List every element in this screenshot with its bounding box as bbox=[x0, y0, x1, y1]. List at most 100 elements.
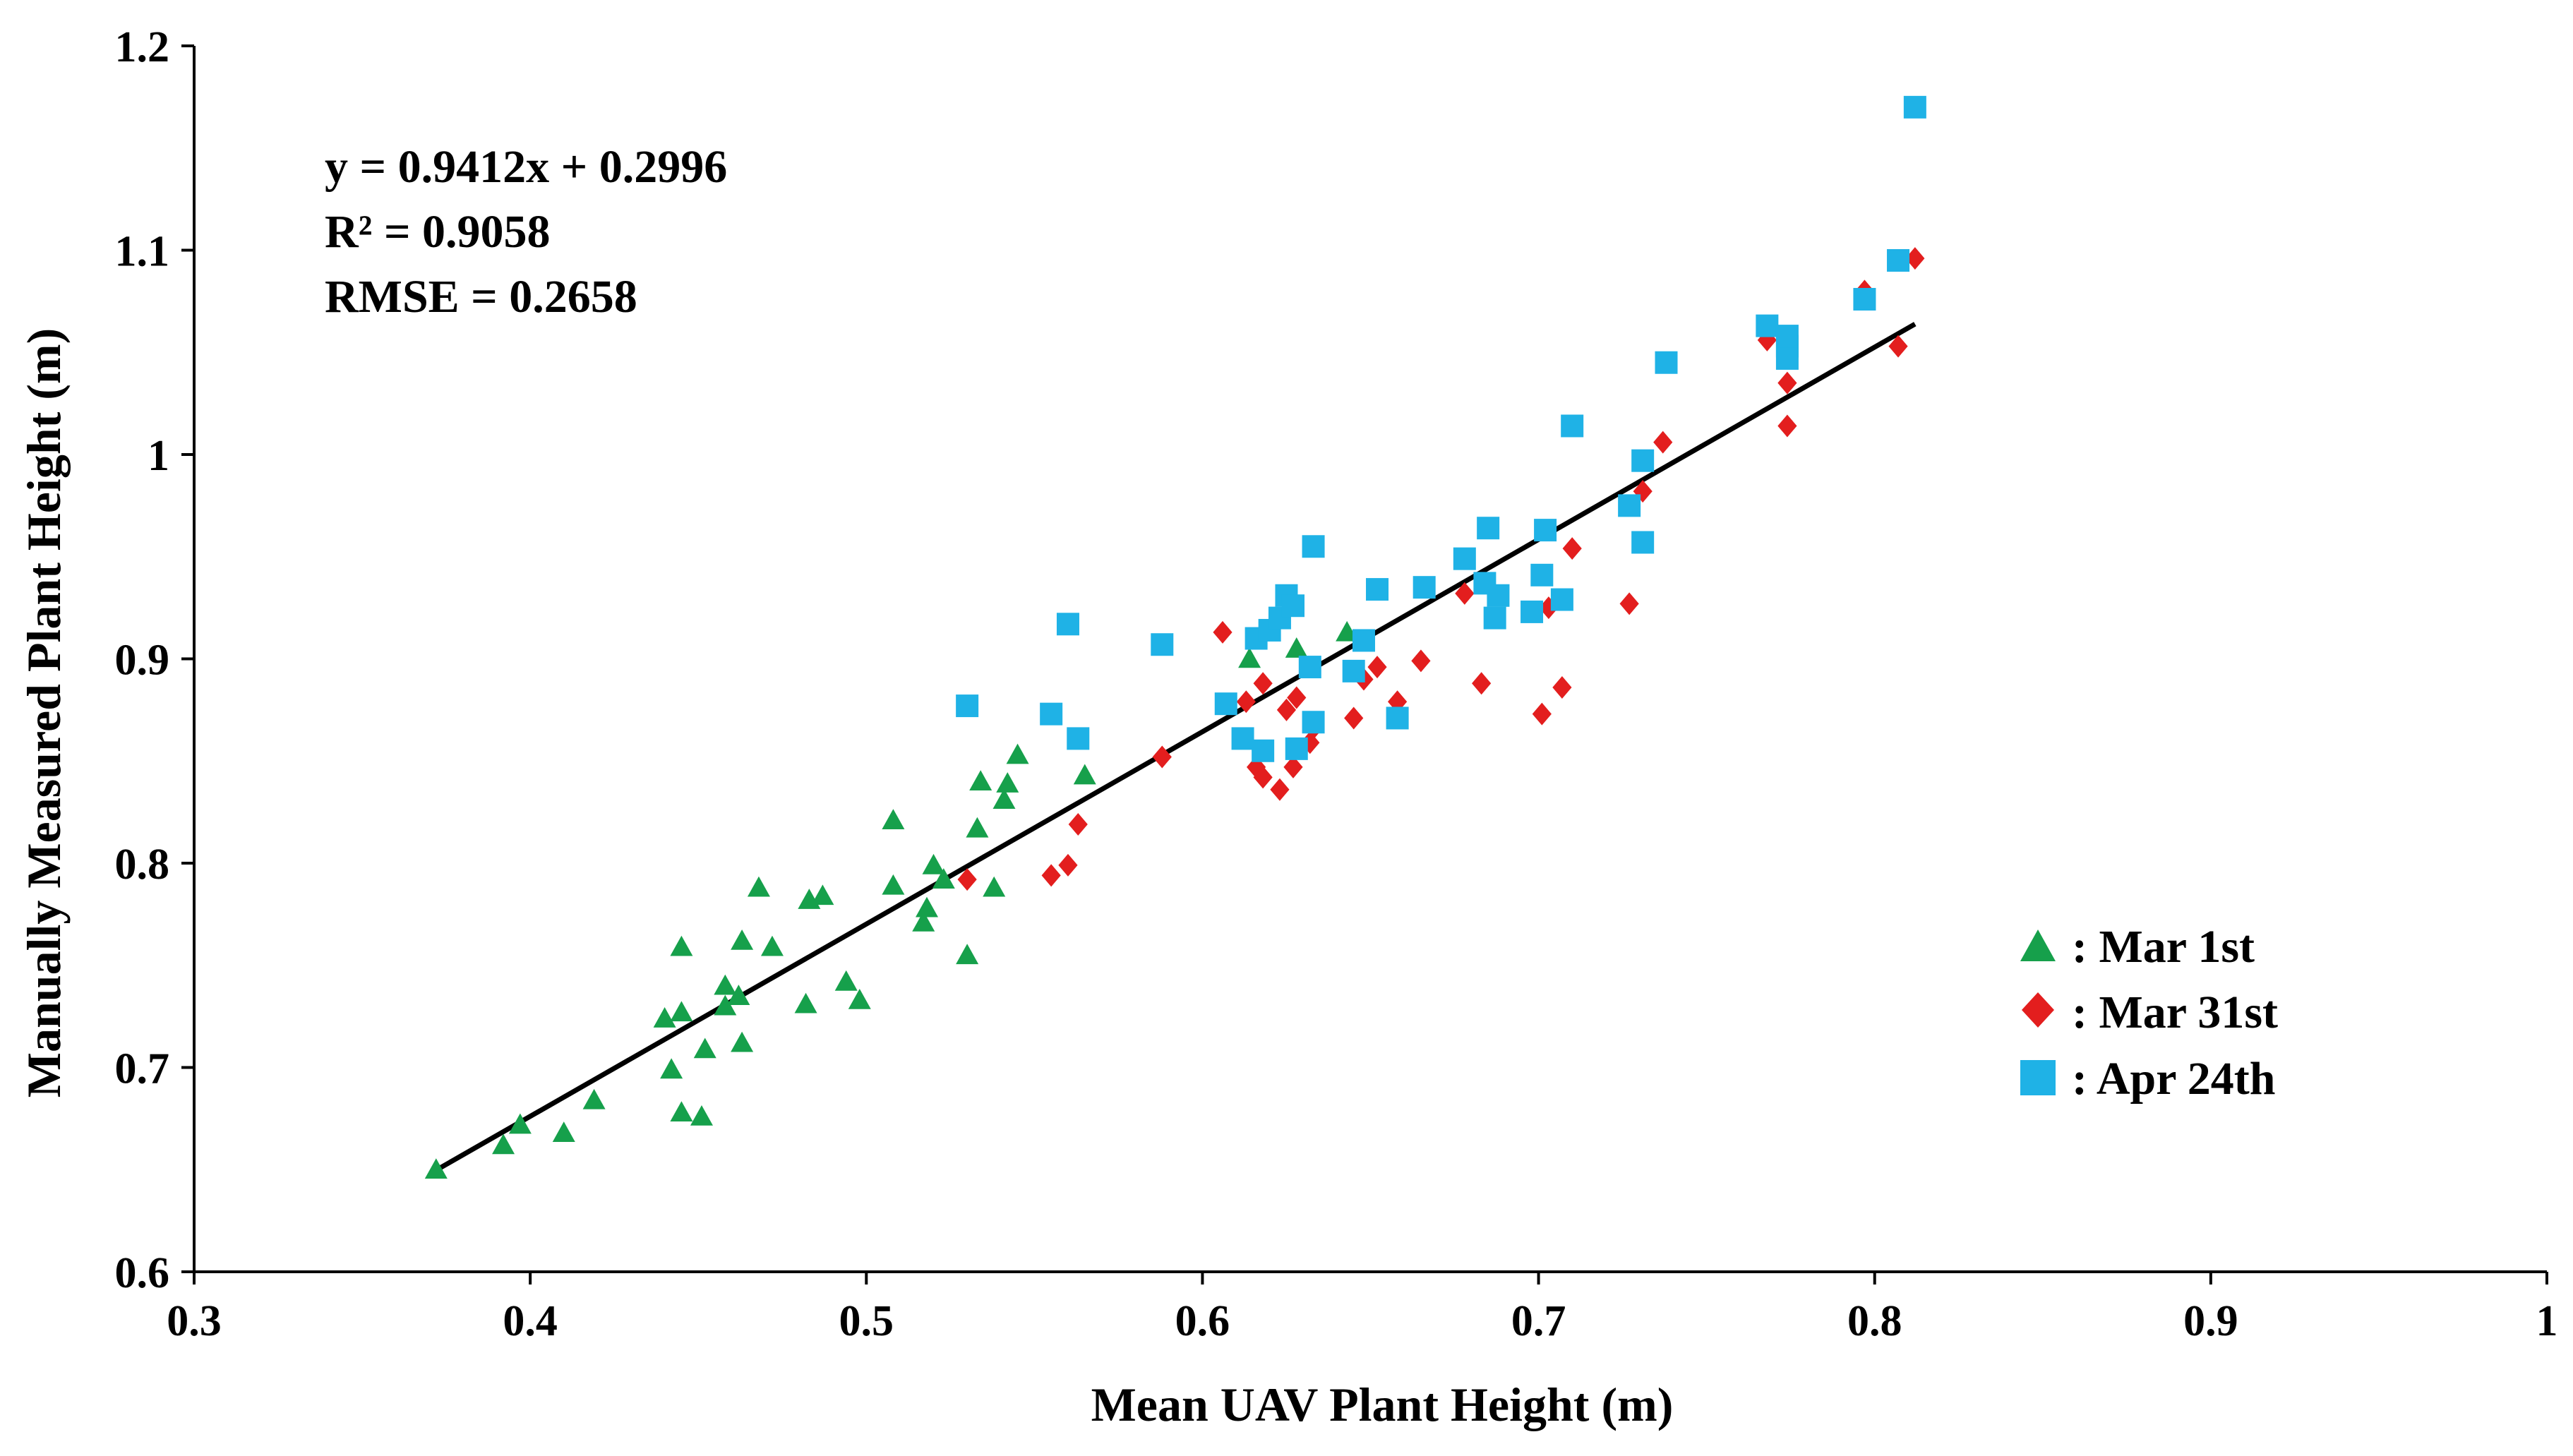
trendline bbox=[435, 322, 1917, 1173]
data-point-square bbox=[1302, 535, 1325, 558]
data-point-triangle bbox=[1238, 647, 1261, 668]
data-point-square bbox=[1521, 600, 1544, 623]
data-point-diamond bbox=[1619, 592, 1639, 615]
data-point-diamond bbox=[1905, 247, 1925, 270]
data-point-triangle bbox=[983, 876, 1006, 897]
data-point-triangle bbox=[848, 988, 871, 1009]
y-tick-label: 1.2 bbox=[115, 23, 170, 71]
data-point-square bbox=[1487, 584, 1510, 607]
data-point-diamond bbox=[957, 868, 977, 891]
rmse-label: RMSE = 0.2658 bbox=[325, 271, 637, 323]
data-point-diamond bbox=[1253, 766, 1273, 789]
legend-label-mar-1st: : Mar 1st bbox=[2072, 921, 2255, 973]
y-tick-label: 0.8 bbox=[115, 841, 170, 889]
data-point-triangle bbox=[670, 1101, 693, 1121]
data-point-diamond bbox=[1777, 371, 1797, 395]
data-point-diamond bbox=[1562, 537, 1582, 560]
data-point-triangle bbox=[660, 1058, 683, 1079]
data-point-square bbox=[1550, 588, 1573, 611]
data-point-triangle bbox=[760, 935, 784, 956]
data-point-square bbox=[1453, 547, 1476, 570]
y-tick-label: 1 bbox=[148, 432, 169, 480]
data-point-triangle bbox=[915, 896, 938, 917]
data-point-diamond bbox=[1552, 676, 1572, 699]
x-tick-label: 0.3 bbox=[167, 1297, 222, 1345]
data-point-square bbox=[1853, 287, 1876, 311]
regression-annotation: y = 0.9412x + 0.2996 R² = 0.9058 RMSE = … bbox=[325, 141, 727, 323]
data-point-triangle bbox=[714, 994, 737, 1016]
axes: 0.3 0.4 0.5 0.6 0.7 0.8 0.9 1 0.6 0.7 0.8 0.9 1 1.1 1.… bbox=[115, 23, 2558, 1345]
x-tick-label: 0.4 bbox=[503, 1297, 558, 1345]
data-point-square bbox=[1534, 519, 1557, 542]
legend-item-apr-24th: : Apr 24th bbox=[2020, 1053, 2276, 1105]
legend: : Mar 1st : Mar 31st : Apr 24th bbox=[2020, 921, 2278, 1105]
data-point-diamond bbox=[1068, 812, 1088, 836]
data-point-triangle bbox=[1073, 764, 1096, 785]
legend-diamond-marker bbox=[2022, 992, 2054, 1028]
y-tick-label: 1.1 bbox=[115, 228, 170, 276]
data-point-triangle bbox=[969, 770, 992, 790]
data-point-square bbox=[1281, 594, 1305, 618]
data-point-diamond bbox=[1152, 745, 1172, 769]
legend-triangle-marker bbox=[2020, 929, 2056, 961]
data-point-square bbox=[1477, 517, 1500, 540]
data-point-triangle bbox=[747, 876, 770, 897]
legend-square-marker bbox=[2020, 1060, 2056, 1095]
data-point-square bbox=[1631, 531, 1655, 554]
data-point-square bbox=[1655, 351, 1678, 374]
data-point-diamond bbox=[1253, 672, 1273, 695]
data-point-triangle bbox=[653, 1007, 676, 1028]
data-point-triangle bbox=[834, 970, 858, 991]
data-point-square bbox=[1775, 325, 1799, 348]
data-point-triangle bbox=[714, 974, 737, 995]
data-point-triangle bbox=[912, 910, 935, 932]
x-tick-label: 1 bbox=[2536, 1297, 2558, 1345]
data-point-triangle bbox=[922, 853, 945, 874]
data-point-diamond bbox=[1472, 672, 1492, 695]
data-point-diamond bbox=[1270, 778, 1290, 801]
data-point-square bbox=[1413, 576, 1436, 599]
data-point-square bbox=[1887, 248, 1910, 272]
data-point-square bbox=[1040, 702, 1063, 726]
data-point-square bbox=[1231, 727, 1254, 750]
data-point-square bbox=[1067, 727, 1090, 750]
x-tick-label: 0.6 bbox=[1175, 1297, 1230, 1345]
data-point-triangle bbox=[966, 817, 989, 838]
data-point-diamond bbox=[1455, 582, 1475, 605]
data-point-triangle bbox=[727, 985, 750, 1005]
data-point-square bbox=[1285, 737, 1308, 760]
data-point-diamond bbox=[1213, 620, 1232, 644]
data-point-square bbox=[1530, 563, 1554, 586]
data-point-square bbox=[1631, 449, 1655, 472]
data-point-square bbox=[1386, 706, 1409, 730]
data-point-triangle bbox=[1006, 743, 1029, 764]
trendline-layer bbox=[435, 322, 1917, 1173]
y-tick-label: 0.9 bbox=[115, 637, 170, 685]
data-point-triangle bbox=[731, 929, 754, 950]
data-point-triangle bbox=[424, 1158, 448, 1179]
data-point-triangle bbox=[882, 874, 905, 895]
data-point-square bbox=[1756, 314, 1779, 337]
data-point-diamond bbox=[1653, 431, 1673, 454]
data-point-diamond bbox=[1287, 686, 1307, 709]
data-point-triangle bbox=[582, 1088, 606, 1109]
x-tick-label: 0.5 bbox=[839, 1297, 894, 1345]
data-point-triangle bbox=[992, 788, 1016, 810]
data-point-square bbox=[1483, 606, 1506, 630]
data-point-triangle bbox=[932, 868, 955, 889]
data-point-triangle bbox=[1285, 637, 1308, 658]
data-point-diamond bbox=[1276, 698, 1297, 721]
data-point-square bbox=[1056, 613, 1079, 636]
x-axis-title: Mean UAV Plant Height (m) bbox=[1091, 1378, 1674, 1431]
data-point-square bbox=[1618, 494, 1641, 517]
data-point-square bbox=[1151, 633, 1174, 656]
data-point-square bbox=[1903, 95, 1926, 119]
data-point-square bbox=[1352, 629, 1375, 652]
data-point-diamond bbox=[1236, 690, 1256, 714]
legend-item-mar-1st: : Mar 1st bbox=[2020, 921, 2255, 973]
x-tick-label: 0.7 bbox=[1511, 1297, 1566, 1345]
data-point-triangle bbox=[690, 1105, 713, 1126]
x-tick-label: 0.8 bbox=[1847, 1297, 1902, 1345]
data-point-square bbox=[1342, 659, 1365, 682]
